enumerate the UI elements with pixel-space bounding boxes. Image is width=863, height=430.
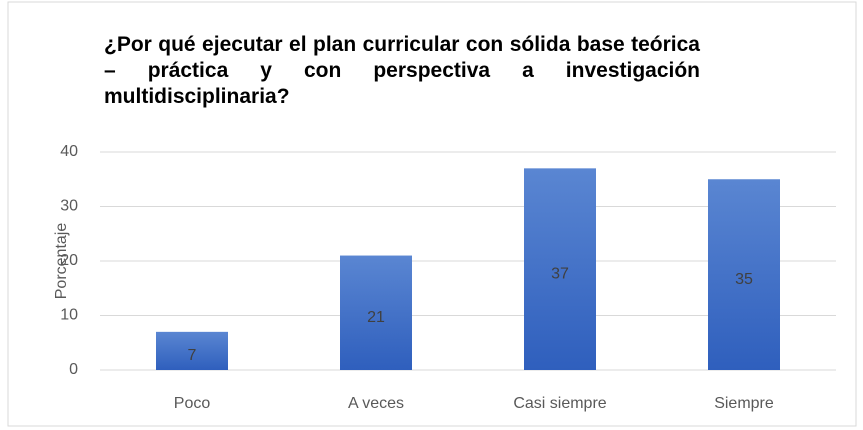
y-tick-label: 10 <box>60 307 78 324</box>
y-tick-label: 40 <box>60 143 78 160</box>
x-tick-label: A veces <box>348 395 404 412</box>
y-axis-label: Porcentaje <box>53 223 70 300</box>
y-tick-label: 0 <box>69 361 78 378</box>
bar <box>340 255 412 370</box>
data-label: 7 <box>188 347 197 364</box>
y-tick-label: 20 <box>60 252 78 269</box>
bar <box>156 331 228 370</box>
chart-title: ¿Por qué ejecutar el plan curricular con… <box>104 33 700 108</box>
x-tick-label: Casi siempre <box>513 395 606 412</box>
data-label: 35 <box>735 271 753 288</box>
x-tick-label: Siempre <box>714 395 774 412</box>
bar <box>708 179 780 370</box>
bar <box>524 168 596 370</box>
data-label: 37 <box>551 265 569 282</box>
chart-frame <box>7 1 857 427</box>
x-tick-label: Poco <box>174 395 211 412</box>
y-tick-label: 30 <box>60 198 78 215</box>
data-label: 21 <box>367 309 385 326</box>
